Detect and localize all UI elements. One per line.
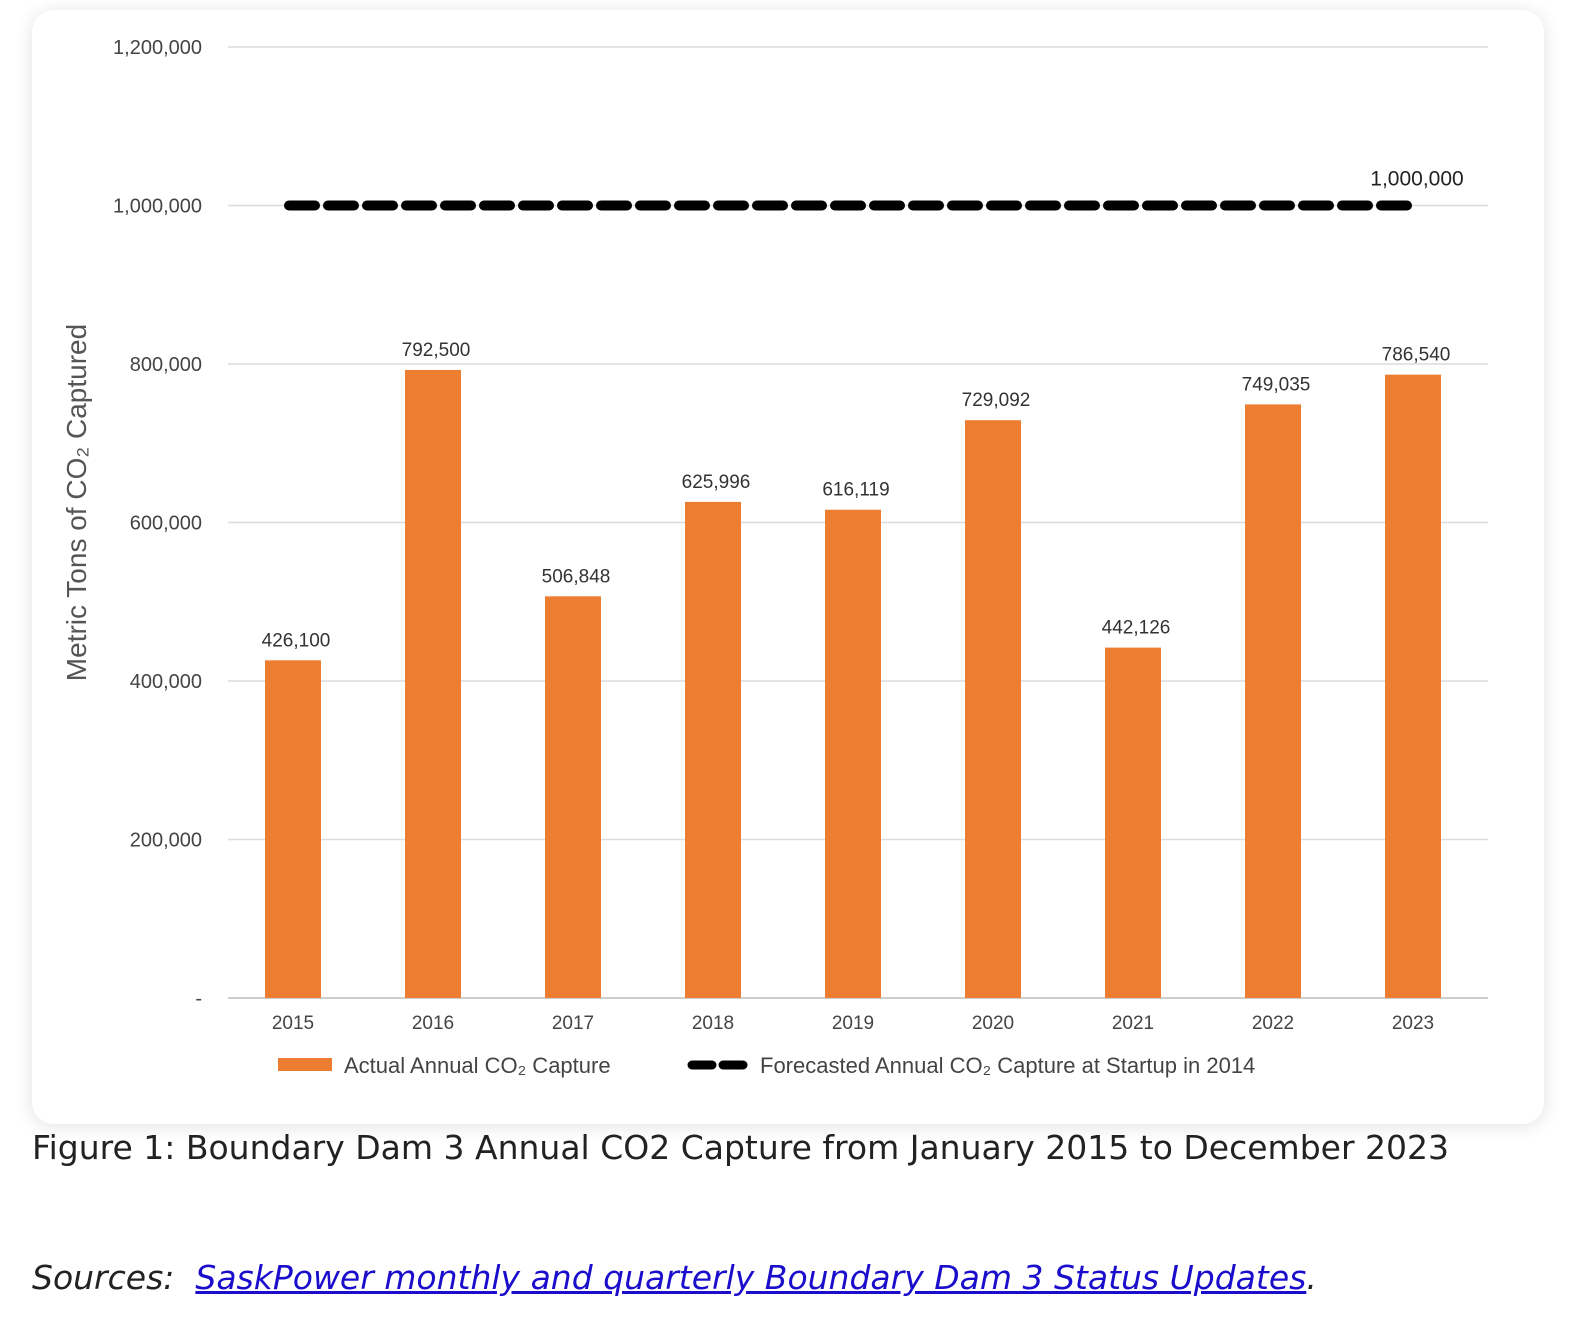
bar-chart: - 200,000 400,000 600,000 800,000 1,000,000 1,…	[61, 37, 1488, 1078]
x-tick-label: 2020	[972, 1013, 1014, 1034]
x-tick-label: 2023	[1392, 1013, 1434, 1034]
y-tick-label: 1,200,000	[113, 37, 202, 59]
chart-card: - 200,000 400,000 600,000 800,000 1,000,000 1,…	[32, 10, 1544, 1124]
bar-value-label: 442,126	[1102, 618, 1171, 639]
figure-caption: Figure 1: Boundary Dam 3 Annual CO2 Capt…	[32, 1128, 1449, 1167]
bar	[1245, 404, 1301, 998]
x-tick-label: 2019	[832, 1013, 874, 1034]
x-tick-label: 2015	[272, 1013, 314, 1034]
bar	[265, 660, 321, 998]
x-tick-label: 2018	[692, 1013, 734, 1034]
sources-link[interactable]: SaskPower monthly and quarterly Boundary…	[195, 1258, 1307, 1297]
x-tick-label: 2017	[552, 1013, 594, 1034]
bar-value-label: 625,996	[682, 472, 751, 493]
bar	[685, 501, 741, 998]
y-tick-label: 200,000	[130, 830, 202, 852]
bar	[965, 420, 1021, 998]
bar	[1105, 647, 1161, 998]
bar-value-label: 506,848	[542, 566, 611, 587]
bar	[825, 509, 881, 998]
y-tick-label: -	[195, 988, 202, 1010]
sources-suffix: .	[1306, 1258, 1317, 1297]
y-tick-label: 400,000	[130, 671, 202, 693]
x-tick-label: 2022	[1252, 1013, 1294, 1034]
legend-label-actual: Actual Annual CO₂ Capture	[344, 1053, 611, 1078]
x-tick-label: 2021	[1112, 1013, 1154, 1034]
bar-value-label: 792,500	[402, 340, 471, 361]
sources-prefix: Sources:	[32, 1258, 175, 1297]
bar-value-label: 616,119	[822, 480, 889, 501]
bar-value-label: 729,092	[962, 390, 1031, 411]
bar	[1385, 374, 1441, 998]
bar-value-label: 786,540	[1382, 345, 1451, 366]
bar-value-label: 749,035	[1242, 374, 1311, 395]
y-tick-label: 600,000	[130, 513, 202, 535]
y-tick-label: 1,000,000	[113, 196, 202, 218]
legend-swatch-actual	[278, 1058, 332, 1071]
bar	[545, 596, 601, 998]
x-tick-label: 2016	[412, 1013, 454, 1034]
bar-value-label: 426,100	[262, 630, 331, 651]
legend-label-forecast: Forecasted Annual CO₂ Capture at Startup…	[760, 1053, 1255, 1078]
y-axis-title: Metric Tons of CO₂ Captured	[61, 324, 92, 681]
bar	[405, 369, 461, 999]
sources-line: Sources: SaskPower monthly and quarterly…	[32, 1258, 1317, 1297]
y-tick-label: 800,000	[130, 354, 202, 376]
forecast-value-label: 1,000,000	[1370, 168, 1463, 191]
